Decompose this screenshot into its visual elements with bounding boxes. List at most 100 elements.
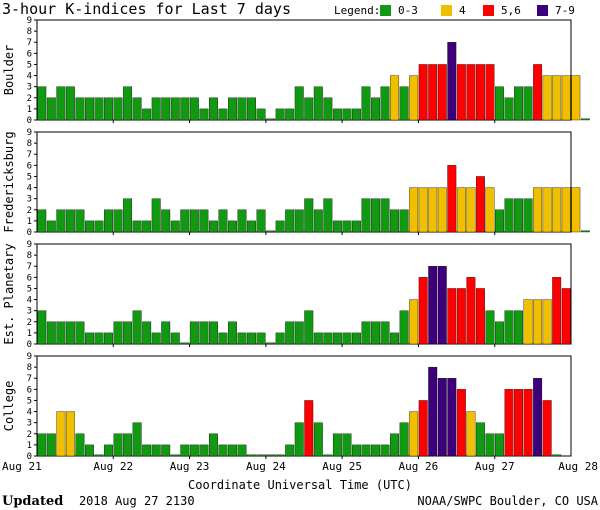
- bar: [352, 444, 361, 457]
- bar: [437, 187, 447, 233]
- y-tick-label: 8: [27, 139, 32, 149]
- x-axis: Aug 21 Aug 22 Aug 23 Aug 24 Aug 25 Aug 26 Aug …: [2, 460, 598, 473]
- bar: [380, 198, 390, 233]
- bar: [390, 209, 400, 233]
- bar: [304, 97, 314, 121]
- bar: [504, 97, 514, 121]
- bar: [113, 433, 123, 457]
- y-tick-label: 2: [27, 94, 32, 104]
- bar: [399, 422, 409, 457]
- bar: [552, 454, 562, 457]
- y-tick-label: 0: [27, 116, 32, 126]
- bar: [475, 176, 485, 233]
- bar: [332, 332, 342, 345]
- bar: [247, 220, 256, 233]
- bar: [85, 444, 94, 457]
- bar: [485, 433, 495, 457]
- bar: [523, 389, 533, 457]
- y-tick-label: 9: [27, 16, 32, 26]
- y-tick-label: 4: [27, 296, 32, 306]
- y-tick-label: 8: [27, 27, 32, 37]
- bar: [428, 366, 438, 457]
- bar: [170, 97, 180, 121]
- bar: [361, 444, 371, 457]
- bar: [256, 332, 266, 345]
- bar: [237, 209, 247, 233]
- x-tick-label: Aug 25: [322, 460, 362, 473]
- bar: [266, 454, 276, 457]
- bar: [65, 321, 75, 345]
- bar: [85, 332, 94, 345]
- bar: [304, 400, 314, 457]
- bar: [352, 108, 361, 121]
- bar: [208, 433, 218, 457]
- bar: [75, 433, 85, 457]
- bar: [104, 209, 113, 233]
- y-tick-label: 5: [27, 60, 32, 70]
- bar: [104, 97, 113, 121]
- bar: [161, 444, 171, 457]
- footer-credit: NOAA/SWPC Boulder, CO USA: [417, 494, 598, 508]
- bar: [380, 444, 390, 457]
- bar: [323, 97, 333, 121]
- bar: [142, 321, 152, 345]
- bar: [495, 86, 504, 121]
- y-tick-label: 0: [27, 228, 32, 238]
- y-tick-label: 9: [27, 240, 32, 250]
- bar: [514, 86, 523, 121]
- y-tick-label: 7: [27, 262, 32, 272]
- bar: [113, 321, 123, 345]
- bar: [514, 389, 523, 457]
- bar: [561, 75, 571, 121]
- bar: [247, 454, 256, 457]
- bar: [75, 97, 85, 121]
- legend-swatch-1: [441, 5, 452, 16]
- y-tick-label: 0: [27, 340, 32, 350]
- bar: [228, 444, 237, 457]
- bar: [151, 332, 161, 345]
- x-tick-label: Aug 21: [2, 460, 42, 473]
- bar: [542, 400, 552, 457]
- bar: [514, 310, 523, 345]
- bar: [409, 299, 419, 345]
- y-tick-label: 5: [27, 396, 32, 406]
- bar: [94, 454, 104, 457]
- bar: [199, 209, 209, 233]
- bar: [46, 220, 56, 233]
- bar: [475, 422, 485, 457]
- bar: [228, 321, 237, 345]
- bar: [113, 209, 123, 233]
- y-tick-label: 1: [27, 217, 32, 227]
- y-tick-label: 5: [27, 172, 32, 182]
- bar: [56, 321, 66, 345]
- bar: [113, 97, 123, 121]
- bar: [65, 411, 75, 457]
- y-tick-label: 3: [27, 419, 32, 429]
- bar: [342, 220, 352, 233]
- bar: [485, 64, 495, 121]
- bar: [85, 97, 94, 121]
- panel-frame: [36, 19, 572, 121]
- bar: [552, 75, 562, 121]
- bar: [466, 187, 476, 233]
- bar: [495, 433, 504, 457]
- bar: [542, 187, 552, 233]
- y-tick-label: 4: [27, 184, 32, 194]
- footer-updated-label: Updated: [2, 494, 63, 509]
- legend-item-label-0: 0-3: [398, 4, 418, 17]
- bar: [56, 86, 66, 121]
- bar: [132, 97, 142, 121]
- legend-item-label-1: 4: [459, 4, 466, 17]
- bar: [237, 332, 247, 345]
- bar: [390, 75, 400, 121]
- y-tick-label: 1: [27, 441, 32, 451]
- bar: [123, 321, 133, 345]
- bar: [504, 389, 514, 457]
- bar: [218, 332, 228, 345]
- bar: [132, 220, 142, 233]
- bar: [332, 220, 342, 233]
- bar: [361, 86, 371, 121]
- bar: [304, 310, 314, 345]
